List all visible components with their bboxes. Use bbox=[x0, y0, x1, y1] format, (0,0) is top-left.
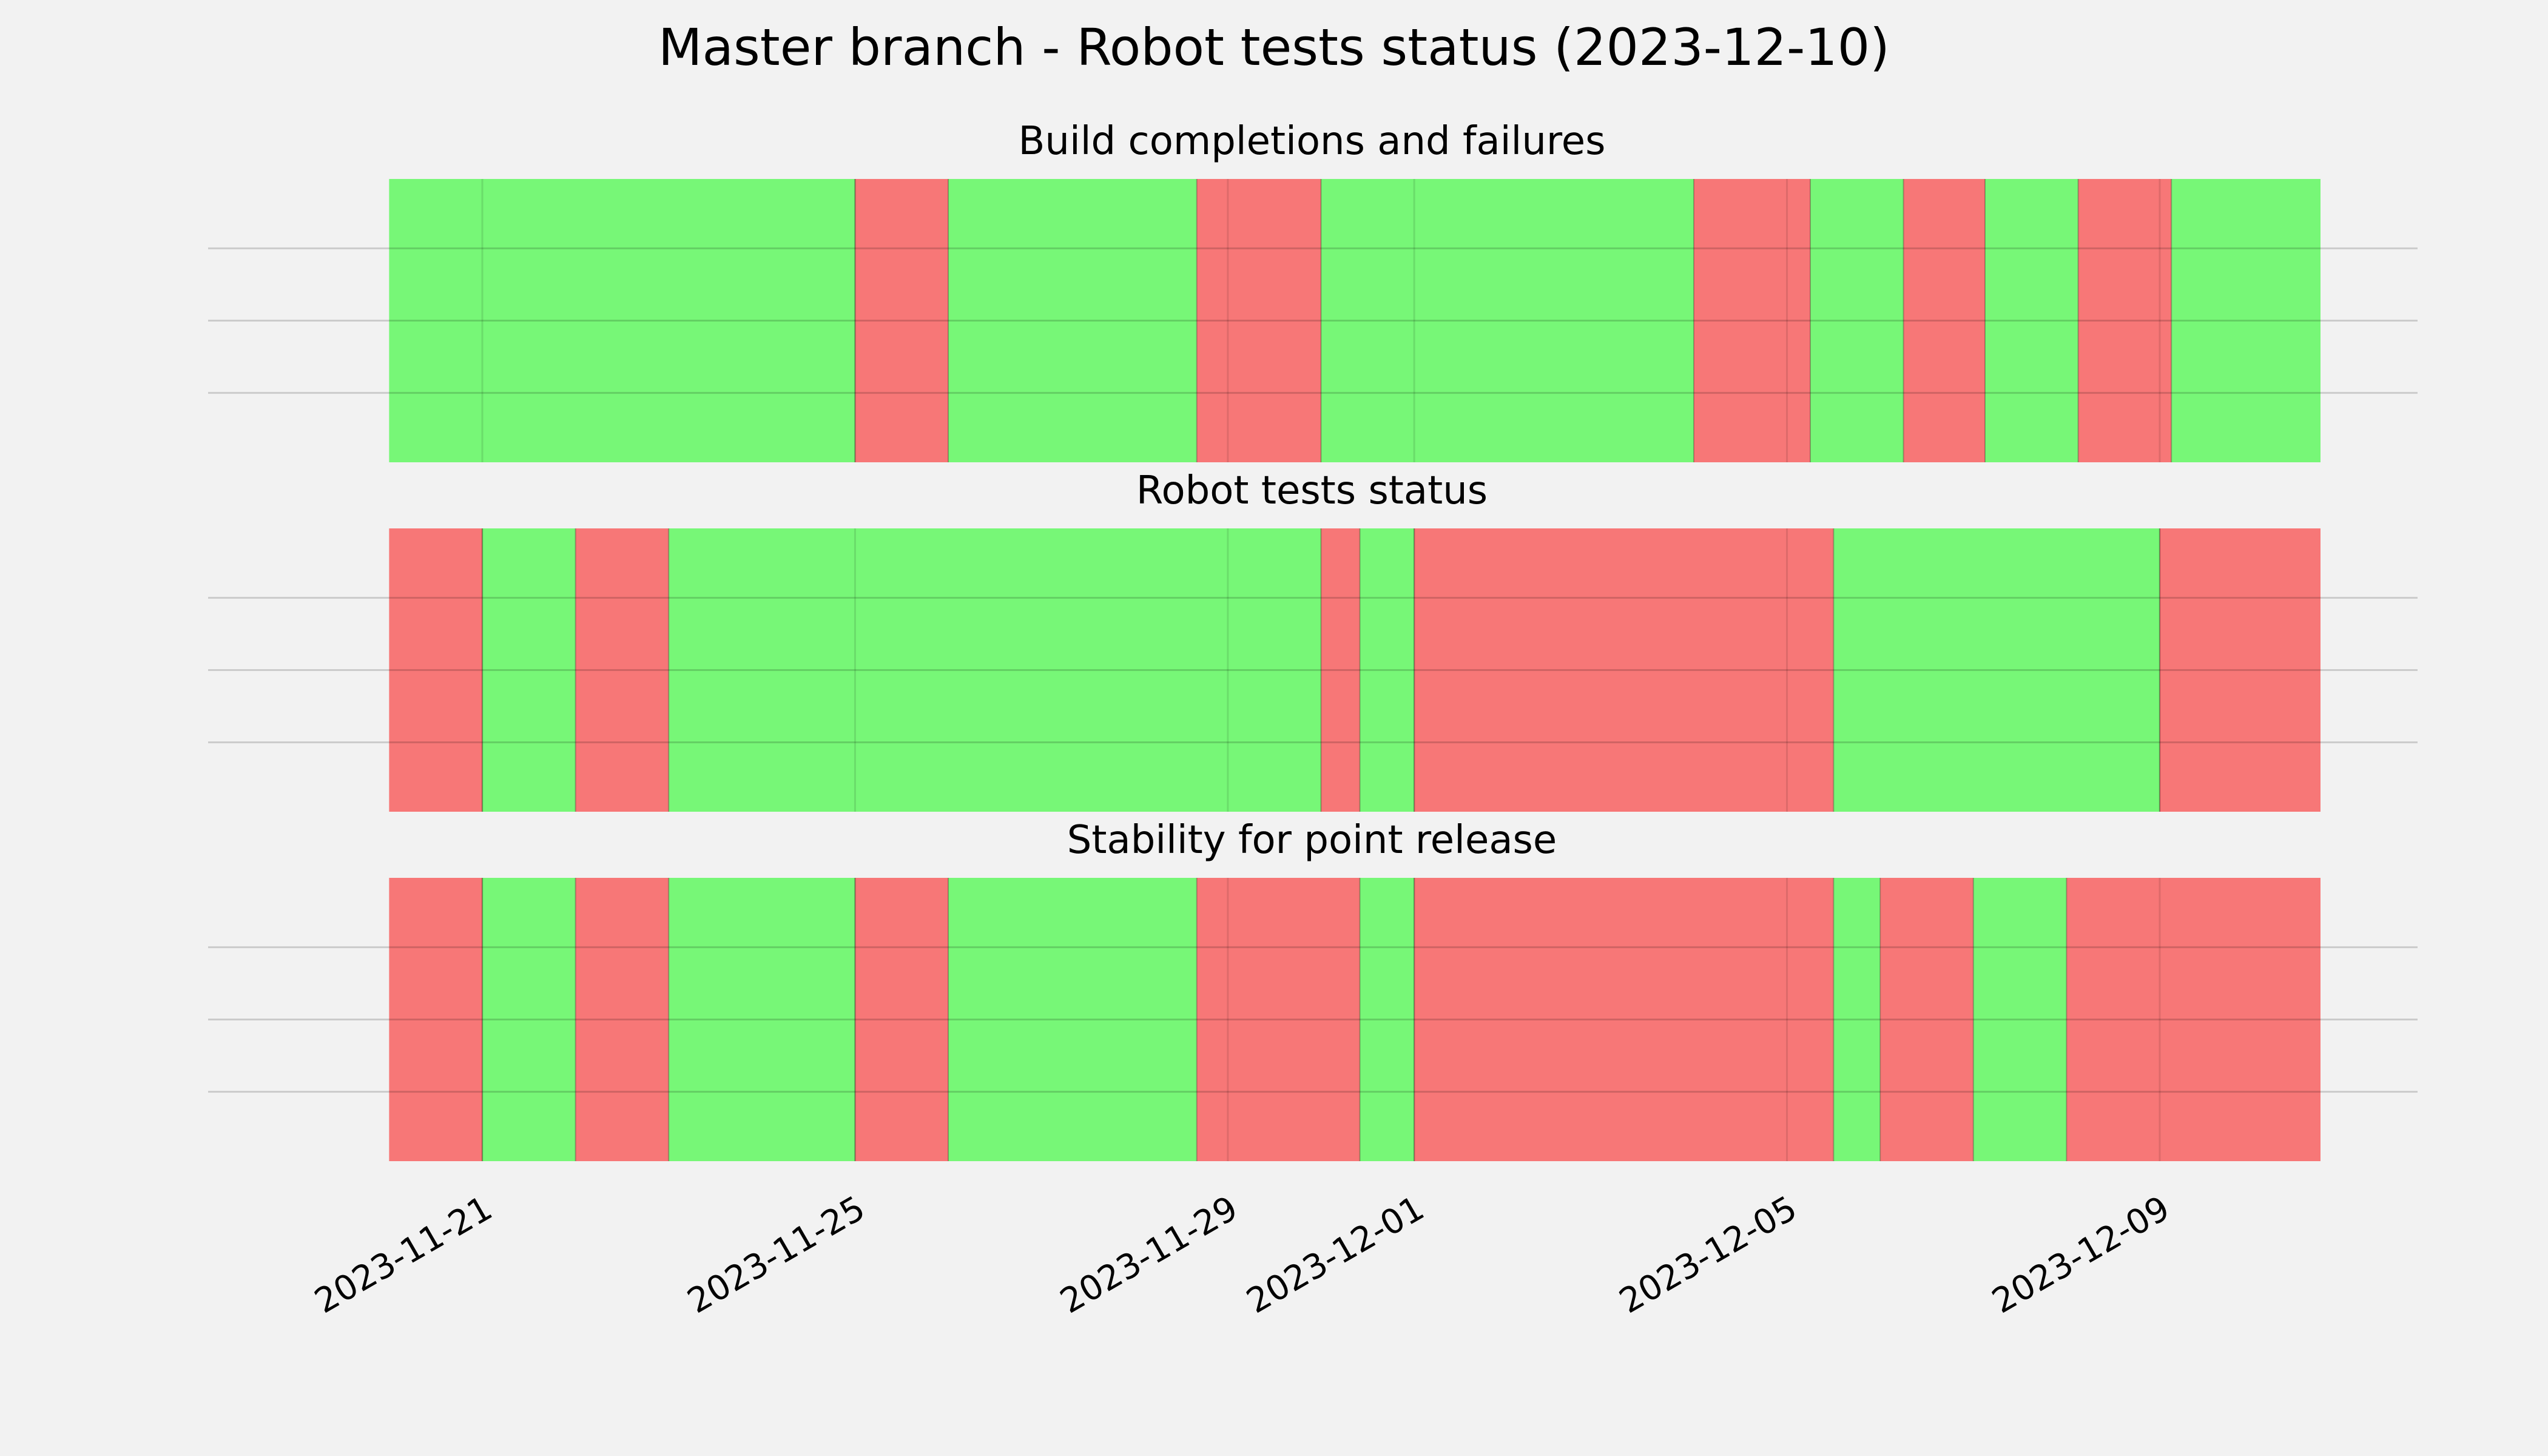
segment-pass bbox=[669, 528, 1321, 812]
segment-fail bbox=[2078, 179, 2172, 462]
segment-pass bbox=[948, 878, 1197, 1161]
segment-fail bbox=[1414, 878, 1834, 1161]
segment-fail bbox=[1414, 528, 1834, 812]
segment-pass bbox=[482, 528, 576, 812]
panel-3: Stability for point release bbox=[208, 818, 2418, 1161]
segment-pass bbox=[2171, 179, 2320, 462]
segment-pass bbox=[948, 179, 1197, 462]
segment-fail bbox=[1693, 179, 1810, 462]
panel-title: Stability for point release bbox=[1067, 818, 1557, 863]
segment-fail bbox=[389, 528, 482, 812]
segment-pass bbox=[1833, 528, 2160, 812]
segment-pass bbox=[1321, 179, 1694, 462]
segment-pass bbox=[669, 878, 855, 1161]
panel-title: Robot tests status bbox=[1136, 468, 1488, 513]
segment-fail bbox=[1903, 179, 1985, 462]
chart-title: Master branch - Robot tests status (2023… bbox=[658, 18, 1890, 77]
segment-pass bbox=[1984, 179, 2078, 462]
segment-pass bbox=[389, 179, 855, 462]
segment-pass bbox=[1360, 878, 1415, 1161]
segment-fail bbox=[855, 878, 949, 1161]
panel-2: Robot tests status bbox=[208, 468, 2418, 812]
segment-fail bbox=[389, 878, 482, 1161]
segment-fail bbox=[1321, 528, 1360, 812]
segment-pass bbox=[482, 878, 576, 1161]
segment-pass bbox=[1973, 878, 2067, 1161]
segment-pass bbox=[1810, 179, 1904, 462]
panels: Build completions and failures Robot test… bbox=[208, 119, 2418, 1161]
panel-title: Build completions and failures bbox=[1019, 119, 1606, 164]
segment-fail bbox=[1196, 179, 1321, 462]
segment-pass bbox=[1360, 528, 1415, 812]
segment-fail bbox=[2160, 528, 2320, 812]
segment-fail bbox=[575, 528, 669, 812]
segment-fail bbox=[1196, 878, 1360, 1161]
segment-fail bbox=[855, 179, 949, 462]
segment-fail bbox=[575, 878, 669, 1161]
segment-fail bbox=[1880, 878, 1973, 1161]
panel-1: Build completions and failures bbox=[208, 119, 2418, 462]
segment-pass bbox=[1833, 878, 1881, 1161]
segment-fail bbox=[2066, 878, 2320, 1161]
